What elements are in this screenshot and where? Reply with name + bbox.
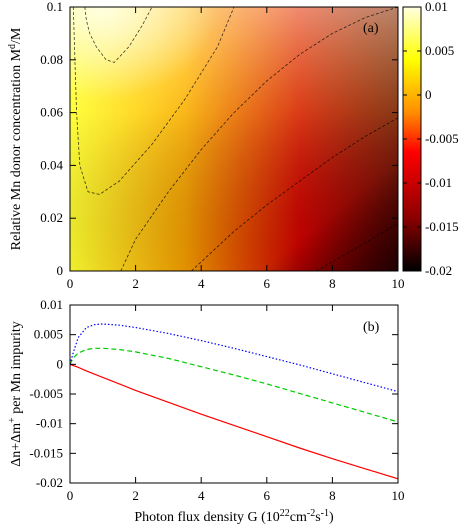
- contour-line: [315, 223, 398, 271]
- panel-label-a: (a): [363, 21, 379, 36]
- series-line-solid: [70, 363, 398, 480]
- heatmap-x-tick-label: 0: [67, 276, 74, 291]
- heatmap-bright-corner: [70, 7, 398, 271]
- colorbar-tick-label: -0.02: [425, 263, 452, 278]
- colorbar-tick-label: -0.015: [425, 219, 459, 234]
- contour-lines: [72, 7, 398, 271]
- heatmap-frame: [69, 6, 399, 272]
- line-series: [70, 323, 398, 480]
- series-line-dotted: [70, 323, 398, 393]
- colorbar-ticks: 0.01 0.005 0 -0.005 -0.01 -0.015 -0.02: [403, 0, 459, 278]
- heatmap-x-tick-label: 10: [392, 276, 405, 291]
- colorbar: 0.01 0.005 0 -0.005 -0.01 -0.015 -0.02: [402, 0, 459, 278]
- colorbar-tick-label: 0: [425, 87, 432, 102]
- heatmap-y-tick-label: 0.02: [40, 210, 63, 225]
- line-y-tick-label: 0.005: [34, 327, 63, 342]
- line-y-tick-label: -0.02: [36, 475, 63, 490]
- line-y-tick-label: -0.015: [29, 445, 63, 460]
- heatmap-panel: 0 2 4 6 8 10 0 0.02 0.04 0.06 0.08 0.1 (a) Relative…: [7, 0, 405, 291]
- panel-label-b: (b): [363, 320, 380, 335]
- heatmap-y-axis-label: Relative Mn donor concentration Md/M: [7, 27, 24, 250]
- line-x-tick-label: 4: [198, 488, 205, 503]
- line-x-tick-label: 2: [132, 488, 139, 503]
- contour-line: [120, 7, 398, 271]
- contour-line: [72, 7, 235, 195]
- heatmap-x-tick-label: 4: [198, 276, 205, 291]
- colorbar-tick-label: -0.005: [425, 131, 459, 146]
- contour-line: [191, 117, 398, 271]
- line-y-axis-label: Δn+Δm+ per Mn impurity: [7, 321, 24, 466]
- line-y-tick-label: 0.01: [40, 297, 63, 312]
- x-axis-label: Photon flux density G (1022cm-2s-1): [134, 508, 334, 525]
- heatmap-axes: 0 2 4 6 8 10 0 0.02 0.04 0.06 0.08 0.1: [40, 0, 404, 291]
- line-x-tick-label: 6: [264, 488, 271, 503]
- series-line-dashed: [70, 347, 398, 423]
- contour-line: [84, 7, 153, 63]
- heatmap-x-tick-label: 2: [132, 276, 139, 291]
- heatmap-x-tick-label: 6: [264, 276, 271, 291]
- line-axes: 0 2 4 6 8 10 0.01 0.005 0 -0.005 -0.01 -0.015 -0.02: [29, 297, 404, 503]
- heatmap-y-tick-label: 0.1: [47, 0, 63, 14]
- colorbar-tick-label: -0.01: [425, 175, 452, 190]
- line-x-tick-label: 0: [67, 488, 74, 503]
- heatmap-y-tick-label: 0: [57, 263, 64, 278]
- heatmap-y-tick-label: 0.08: [40, 52, 63, 67]
- line-y-tick-label: -0.01: [36, 416, 63, 431]
- line-y-tick-label: -0.005: [29, 386, 63, 401]
- line-x-tick-label: 10: [392, 488, 405, 503]
- colorbar-tick-label: 0.01: [425, 0, 448, 14]
- line-x-tick-label: 8: [329, 488, 336, 503]
- line-plot-frame: [69, 304, 399, 484]
- line-panel: 0 2 4 6 8 100.010.0050-0.005-0.01-0.015-0.02 …: [7, 297, 405, 525]
- heatmap-y-tick-label: 0.04: [40, 157, 63, 172]
- colorbar-tick-label: 0.005: [425, 43, 454, 58]
- line-y-tick-label: 0: [57, 356, 64, 371]
- heatmap-y-tick-label: 0.06: [40, 105, 63, 120]
- heatmap-x-tick-label: 8: [329, 276, 336, 291]
